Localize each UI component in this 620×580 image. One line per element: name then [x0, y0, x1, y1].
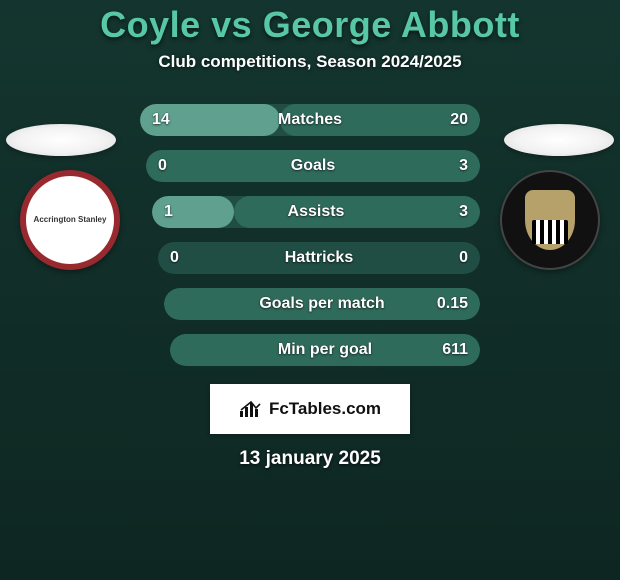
snapshot-date: 13 january 2025 [239, 448, 381, 470]
stat-bar: 13Assists [152, 196, 480, 228]
content-root: Coyle vs George Abbott Club competitions… [0, 0, 620, 580]
page-title: Coyle vs George Abbott [100, 4, 520, 46]
branding-icon [239, 400, 263, 418]
stat-bar: 1420Matches [140, 104, 480, 136]
player-photo-right [504, 124, 614, 156]
stat-bars: 1420Matches 03Goals 13Assists 00Hattricks 0.… [140, 104, 480, 366]
page-subtitle: Club competitions, Season 2024/2025 [158, 52, 461, 72]
stat-label: Goals per match [164, 288, 480, 320]
stat-label: Matches [140, 104, 480, 136]
stat-label: Goals [146, 150, 480, 182]
stat-label: Hattricks [158, 242, 480, 274]
club-crest-right [500, 170, 600, 270]
club-crest-right-badge [525, 190, 575, 250]
stat-bar: 00Hattricks [158, 242, 480, 274]
club-crest-left: Accrington Stanley [20, 170, 120, 270]
player-photo-left [6, 124, 116, 156]
stat-bar: 0.15Goals per match [164, 288, 480, 320]
branding-badge[interactable]: FcTables.com [210, 384, 410, 434]
branding-text: FcTables.com [269, 399, 381, 419]
stat-bar: 03Goals [146, 150, 480, 182]
club-crest-right-stripes [532, 220, 568, 244]
stat-label: Min per goal [170, 334, 480, 366]
stat-label: Assists [152, 196, 480, 228]
stat-bar: 611Min per goal [170, 334, 480, 366]
club-crest-left-label: Accrington Stanley [34, 216, 107, 225]
